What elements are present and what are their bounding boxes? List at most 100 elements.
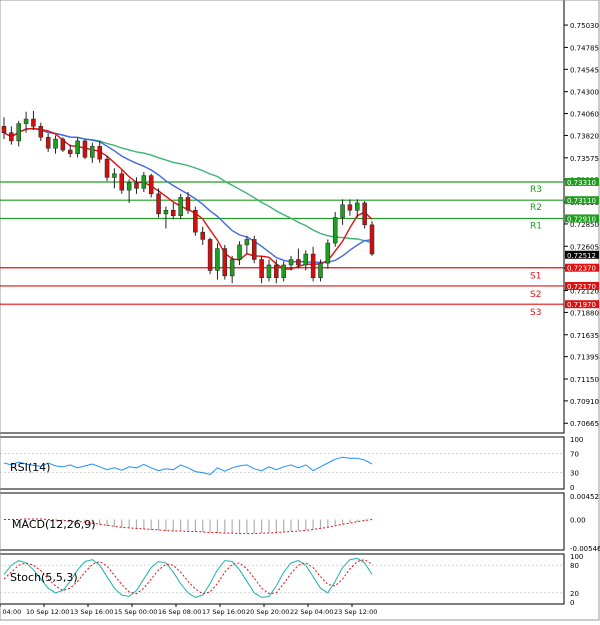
candle-body bbox=[156, 193, 161, 215]
candle-body bbox=[104, 158, 110, 178]
current-price-label: 0.72512 bbox=[567, 252, 596, 260]
rsi-panel bbox=[0, 436, 565, 490]
level-price-tag bbox=[565, 214, 599, 223]
time-tick-label: 22 Sep 04:00 bbox=[290, 608, 333, 616]
macd-label: MACD(12,26,9) bbox=[12, 518, 96, 531]
candle-body bbox=[185, 197, 191, 211]
level-price-label: 0.73310 bbox=[567, 179, 596, 187]
candle-body bbox=[251, 239, 257, 260]
candle-body bbox=[193, 209, 198, 233]
candle-body bbox=[126, 182, 132, 191]
macd-tick-label: 0.00 bbox=[570, 517, 586, 525]
candle-body bbox=[362, 202, 367, 226]
level-price-label: 0.73110 bbox=[567, 197, 596, 205]
rsi-line bbox=[3, 456, 373, 476]
level-price-tag bbox=[565, 281, 599, 290]
level-price-label: 0.72910 bbox=[567, 215, 596, 223]
stoch-tick-label: 0 bbox=[570, 599, 574, 607]
candle-body bbox=[60, 138, 66, 151]
candle-body bbox=[229, 259, 235, 277]
level-name-r3: R3 bbox=[530, 185, 542, 195]
candle-body bbox=[355, 202, 360, 211]
candle-body bbox=[171, 209, 176, 216]
candle-body bbox=[325, 242, 331, 264]
candle-body bbox=[45, 137, 51, 149]
rsi-tick-label: 30 bbox=[570, 470, 579, 478]
price-tick-label: 0.72605 bbox=[570, 243, 599, 251]
candle-body bbox=[296, 259, 301, 266]
ma-slow-line bbox=[3, 127, 373, 244]
candle-body bbox=[134, 182, 139, 189]
price-tick-label: 0.70665 bbox=[570, 420, 599, 428]
candle-body bbox=[303, 253, 309, 266]
candle-body bbox=[244, 239, 250, 246]
price-tick-label: 0.73820 bbox=[570, 132, 599, 140]
candle-body bbox=[288, 259, 294, 266]
rsi-tick-label: 70 bbox=[570, 450, 579, 458]
candle-body bbox=[90, 146, 95, 158]
candle-body bbox=[200, 231, 205, 240]
candle-body bbox=[318, 262, 323, 278]
price-tick-label: 0.72850 bbox=[570, 221, 599, 229]
candle-body bbox=[369, 224, 375, 255]
rsi-tick-label: 0 bbox=[570, 484, 574, 492]
price-tick-label: 0.71150 bbox=[570, 376, 599, 384]
candle-body bbox=[16, 123, 21, 142]
stoch-label: Stoch(5,5,3) bbox=[10, 571, 78, 584]
candle-body bbox=[207, 239, 213, 271]
candle-body bbox=[340, 204, 345, 218]
price-tick-label: 0.70910 bbox=[570, 398, 599, 406]
candle-body bbox=[141, 175, 147, 189]
time-tick-label: 20 Sep 20:00 bbox=[246, 608, 289, 616]
candle-body bbox=[259, 259, 264, 278]
level-price-tag bbox=[565, 177, 599, 186]
macd-tick-label: -0.005469 bbox=[570, 545, 600, 553]
time-tick-label: 17 Sep 16:00 bbox=[202, 608, 245, 616]
level-name-s1: S1 bbox=[530, 272, 541, 282]
macd-signal-line bbox=[4, 518, 373, 535]
stoch-main-line bbox=[3, 557, 373, 598]
candle-body bbox=[53, 138, 58, 149]
level-price-label: 0.71970 bbox=[567, 301, 596, 309]
level-price-tag bbox=[565, 263, 599, 272]
price-tick-label: 0.74785 bbox=[570, 44, 599, 52]
candle-body bbox=[332, 217, 338, 244]
candle-body bbox=[178, 197, 183, 216]
candle-body bbox=[1, 126, 7, 133]
candle-body bbox=[148, 175, 154, 195]
price-tick-label: 0.74545 bbox=[570, 66, 599, 74]
candle-body bbox=[281, 264, 286, 278]
candle-body bbox=[112, 173, 117, 178]
price-tick-label: 0.71635 bbox=[570, 332, 599, 340]
candle-body bbox=[23, 118, 29, 124]
candle-body bbox=[310, 253, 316, 278]
macd-tick-label: 0.004521 bbox=[570, 493, 600, 501]
candle-body bbox=[67, 149, 73, 154]
level-name-s2: S2 bbox=[530, 290, 541, 300]
candle-body bbox=[266, 264, 272, 278]
stoch-tick-label: 20 bbox=[570, 590, 579, 598]
candle-body bbox=[163, 209, 169, 215]
candle-body bbox=[274, 264, 279, 278]
price-tick-label: 0.71880 bbox=[570, 309, 599, 317]
candle-body bbox=[237, 244, 242, 260]
stoch-tick-label: 100 bbox=[570, 553, 583, 561]
time-tick-label: 16 Sep 08:00 bbox=[158, 608, 201, 616]
level-price-label: 0.72170 bbox=[567, 283, 596, 291]
candle-body bbox=[31, 118, 36, 127]
stoch-signal-line bbox=[3, 559, 373, 595]
level-price-tag bbox=[565, 196, 599, 205]
candle-body bbox=[222, 248, 228, 277]
stoch-panel bbox=[0, 553, 565, 605]
rsi-label: RSI(14) bbox=[10, 461, 50, 474]
current-price-tag bbox=[565, 250, 599, 259]
price-tick-label: 0.74300 bbox=[570, 89, 599, 97]
level-price-label: 0.72370 bbox=[567, 265, 596, 273]
candle-body bbox=[119, 173, 125, 191]
candle-body bbox=[75, 140, 80, 154]
candle-body bbox=[97, 146, 102, 160]
time-tick-label: 23 Sep 12:00 bbox=[334, 608, 377, 616]
level-price-tag bbox=[565, 300, 599, 309]
